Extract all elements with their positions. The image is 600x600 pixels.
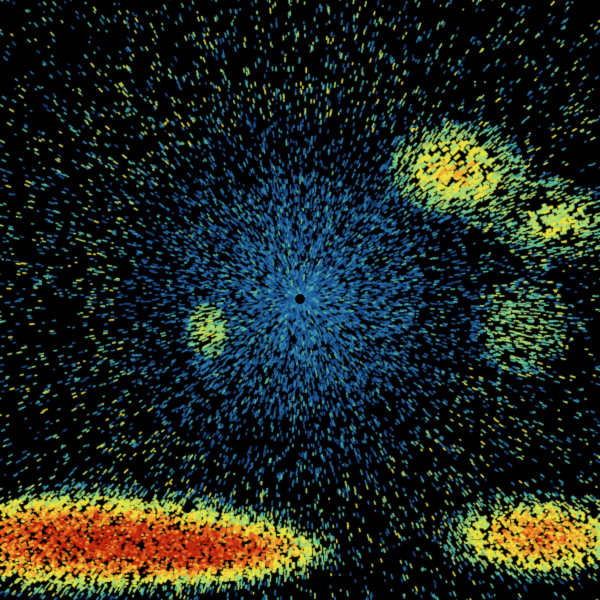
radar-site-marker bbox=[295, 294, 305, 304]
